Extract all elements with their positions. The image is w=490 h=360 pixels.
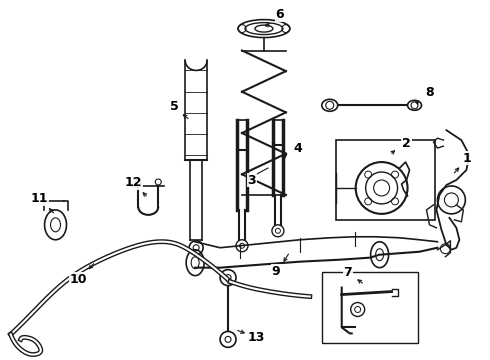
Text: 9: 9	[271, 265, 280, 278]
Text: 11: 11	[31, 193, 49, 206]
Bar	[336, 140, 436, 220]
Text: 6: 6	[275, 8, 284, 21]
Text: 8: 8	[425, 86, 434, 99]
Text: 12: 12	[124, 176, 142, 189]
Text: 13: 13	[247, 331, 265, 344]
Text: 5: 5	[170, 100, 178, 113]
Text: 7: 7	[343, 266, 352, 279]
Text: 1: 1	[463, 152, 472, 165]
Text: 10: 10	[70, 273, 87, 286]
Text: 4: 4	[294, 141, 302, 155]
Text: 3: 3	[247, 174, 256, 186]
Text: 2: 2	[402, 137, 411, 150]
Bar	[322, 272, 417, 343]
